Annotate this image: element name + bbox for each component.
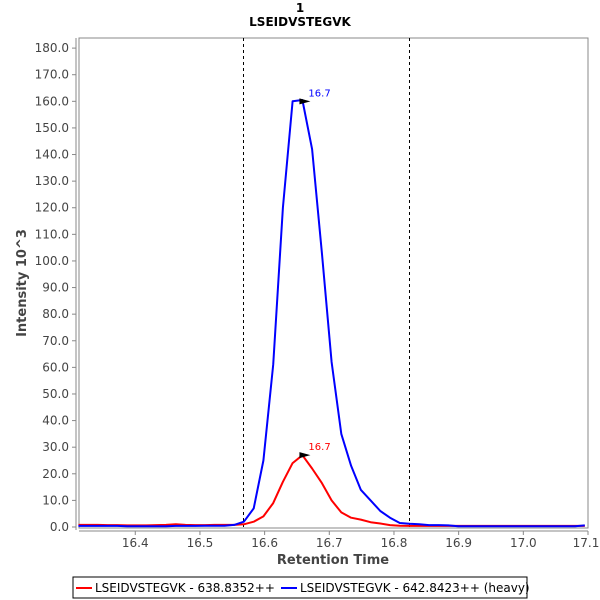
x-tick-label: 16.4 xyxy=(122,536,149,550)
y-tick-label: 180.0 xyxy=(35,41,69,55)
chart-title: 1 xyxy=(296,1,304,15)
peak-marker-icon xyxy=(299,452,311,459)
y-tick-label: 170.0 xyxy=(35,68,69,82)
plot-area xyxy=(78,37,589,529)
x-tick-label: 16.6 xyxy=(251,536,278,550)
y-axis-label: Intensity 10^3 xyxy=(15,229,30,337)
y-tick-label: 80.0 xyxy=(42,307,69,321)
y-tick-label: 140.0 xyxy=(35,148,69,162)
legend-box xyxy=(72,576,528,599)
x-tick-label: 16.8 xyxy=(381,536,408,550)
y-tick-label: 70.0 xyxy=(42,334,69,348)
y-tick-label: 130.0 xyxy=(35,174,69,188)
x-tick-label: 17.0 xyxy=(510,536,537,550)
y-tick-label: 110.0 xyxy=(35,227,69,241)
y-tick-label: 40.0 xyxy=(42,414,69,428)
peak-label: 16.7 xyxy=(308,88,330,99)
y-tick-label: 120.0 xyxy=(35,201,69,215)
x-tick-label: 16.7 xyxy=(316,536,343,550)
x-tick-label: 16.5 xyxy=(187,536,214,550)
x-tick-label: 16.9 xyxy=(445,536,472,550)
legend: LSEIDVSTEGVK - 638.8352++ LSEIDVSTEGVK -… xyxy=(72,576,530,599)
y-tick-label: 50.0 xyxy=(42,387,69,401)
x-tick-label: 17.1 xyxy=(573,536,600,550)
y-tick-label: 160.0 xyxy=(35,94,69,108)
y-tick-label: 90.0 xyxy=(42,281,69,295)
y-tick-label: 30.0 xyxy=(42,440,69,454)
legend-label-light: LSEIDVSTEGVK - 638.8352++ xyxy=(95,581,275,595)
series-line-1 xyxy=(78,99,585,528)
y-tick-label: 150.0 xyxy=(35,121,69,135)
peak-label: 16.7 xyxy=(308,442,330,453)
x-axis-label: Retention Time xyxy=(277,553,389,568)
y-tick-label: 0.0 xyxy=(50,520,69,534)
chart-subtitle: LSEIDVSTEGVK xyxy=(249,15,351,29)
legend-label-heavy: LSEIDVSTEGVK - 642.8423++ (heavy) xyxy=(300,581,530,595)
y-tick-label: 20.0 xyxy=(42,467,69,481)
peak-marker-icon xyxy=(299,98,311,105)
y-tick-label: 60.0 xyxy=(42,360,69,374)
y-tick-label: 10.0 xyxy=(42,493,69,507)
y-tick-label: 100.0 xyxy=(35,254,69,268)
